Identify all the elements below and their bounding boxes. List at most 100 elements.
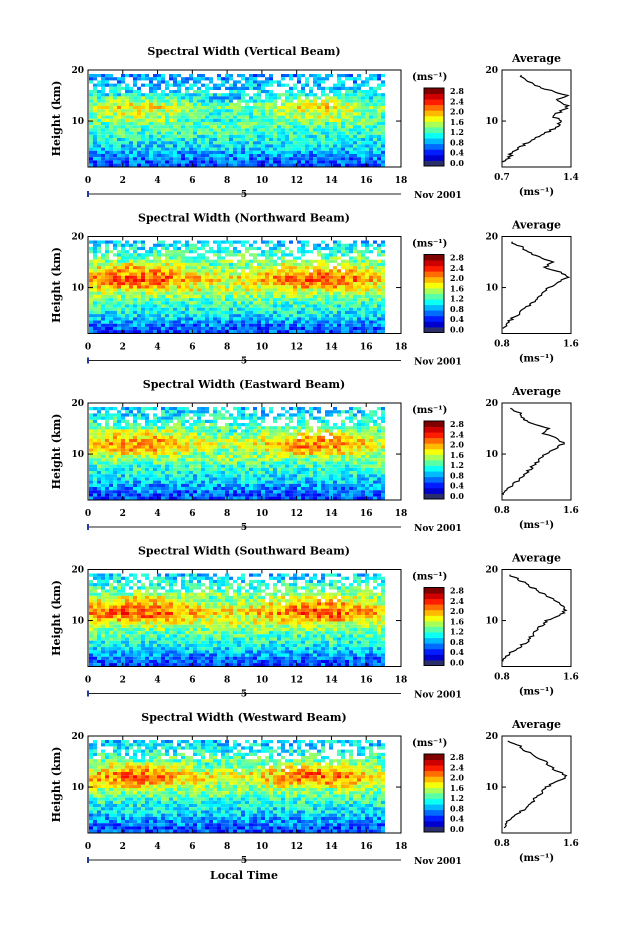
heatmap-cell (121, 86, 125, 90)
heatmap-cell (337, 285, 341, 289)
heatmap-cell (337, 160, 341, 164)
heatmap-cell (241, 272, 245, 276)
heatmap-cell (133, 320, 137, 324)
heatmap-cell (285, 253, 289, 257)
heatmap-cell (209, 93, 213, 97)
heatmap-cell (353, 96, 357, 100)
heatmap-cell (185, 256, 189, 260)
heatmap-cell (337, 442, 341, 446)
heatmap-cell (205, 122, 209, 126)
heatmap-cell (157, 102, 161, 106)
heatmap-cell (237, 90, 241, 94)
heatmap-cell (229, 448, 233, 452)
heatmap-cell (157, 278, 161, 283)
heatmap-cell (301, 259, 305, 263)
heatmap-cell (109, 138, 113, 142)
heatmap-cell (381, 131, 385, 135)
heatmap-cell (261, 262, 265, 267)
heatmap-cell (205, 298, 209, 302)
heatmap-cell (137, 253, 141, 257)
heatmap-cell (229, 413, 233, 417)
heatmap-cell (193, 131, 197, 135)
heatmap-cell (265, 323, 269, 327)
heatmap-cell (249, 266, 253, 270)
heatmap-cell (209, 80, 213, 84)
heatmap-cell (349, 291, 353, 295)
heatmap-cell (233, 157, 237, 161)
heatmap-cell (297, 298, 301, 302)
heatmap-cell (269, 115, 273, 119)
heatmap-cell (349, 250, 353, 254)
colorbar-tick-label: 2.0 (450, 107, 464, 117)
heatmap-cell (345, 439, 349, 443)
heatmap-cell (273, 426, 277, 430)
heatmap-cell (189, 141, 193, 145)
heatmap-cell (289, 323, 293, 327)
heatmap-cell (97, 310, 101, 315)
heatmap-cell (121, 323, 125, 327)
heatmap-cell (257, 141, 261, 145)
heatmap-cell (237, 74, 241, 78)
heatmap-cell (293, 294, 297, 299)
heatmap-cell (281, 112, 285, 116)
heatmap-cell (321, 426, 325, 430)
heatmap-cell (169, 122, 173, 126)
heatmap-cell (381, 294, 385, 299)
heatmap-cell (357, 317, 361, 321)
heatmap-cell (97, 326, 101, 331)
heatmap-cell (161, 439, 165, 443)
heatmap-cell (233, 269, 237, 273)
heatmap-cell (101, 125, 105, 129)
heatmap-cell (109, 240, 113, 244)
heatmap-cell (89, 147, 93, 151)
heatmap-cell (257, 275, 261, 279)
heatmap-cell (141, 112, 145, 116)
heatmap-cell (381, 298, 385, 302)
heatmap-cell (153, 419, 157, 423)
heatmap-cell (329, 128, 333, 132)
heatmap-cell (377, 154, 381, 158)
heatmap-cell (305, 266, 309, 270)
heatmap-cell (201, 429, 205, 433)
heatmap-cell (329, 112, 333, 116)
heatmap-cell (297, 93, 301, 97)
heatmap-cell (257, 278, 261, 283)
heatmap-cell (121, 150, 125, 154)
heatmap-cell (97, 106, 101, 110)
heatmap-cell (341, 106, 345, 110)
heatmap-cell (345, 150, 349, 154)
heatmap-cell (313, 432, 317, 436)
heatmap-cell (101, 282, 105, 286)
heatmap-cell (245, 439, 249, 443)
heatmap-cell (189, 256, 193, 260)
heatmap-cell (233, 160, 237, 164)
heatmap-cell (197, 442, 201, 446)
heatmap-cell (213, 326, 217, 331)
heatmap-cell (293, 426, 297, 430)
heatmap-cell (177, 102, 181, 106)
heatmap-cell (149, 141, 153, 145)
heatmap-cell (137, 326, 141, 331)
heatmap-cell (177, 429, 181, 433)
heatmap-cell (173, 96, 177, 100)
heatmap-cell (161, 426, 165, 430)
heatmap-cell (169, 131, 173, 135)
heatmap-cell (289, 250, 293, 254)
heatmap-cell (373, 307, 377, 311)
heatmap-cell (289, 416, 293, 420)
heatmap-cell (113, 288, 117, 292)
heatmap-cell (305, 93, 309, 97)
heatmap-cell (105, 102, 109, 106)
heatmap-cell (181, 150, 185, 154)
heatmap-cell (177, 413, 181, 417)
heatmap-cell (313, 154, 317, 158)
heatmap-cell (181, 256, 185, 260)
heatmap-cell (361, 131, 365, 135)
heatmap-cell (161, 266, 165, 270)
heatmap-cell (145, 256, 149, 260)
heatmap-cell (153, 246, 157, 251)
heatmap-cell (301, 423, 305, 427)
heatmap-cell (265, 307, 269, 311)
heatmap-cell (341, 141, 345, 145)
heatmap-cell (137, 240, 141, 244)
